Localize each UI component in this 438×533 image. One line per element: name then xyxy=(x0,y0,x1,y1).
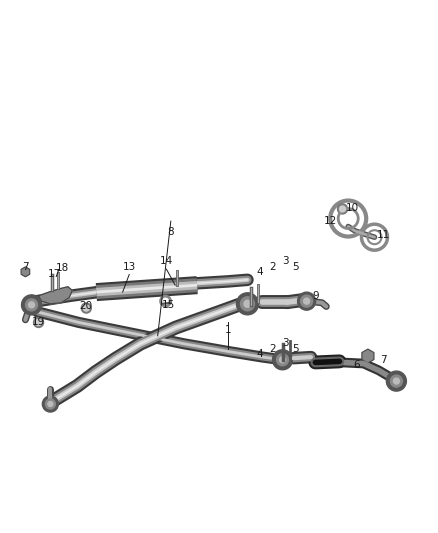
Circle shape xyxy=(48,401,53,407)
Text: 17: 17 xyxy=(48,270,61,279)
Circle shape xyxy=(25,299,38,311)
Text: 5: 5 xyxy=(292,262,299,271)
Circle shape xyxy=(34,318,43,327)
Text: 14: 14 xyxy=(160,256,173,266)
Polygon shape xyxy=(21,267,30,277)
Text: 7: 7 xyxy=(22,262,29,271)
Text: 10: 10 xyxy=(346,203,359,213)
Text: 13: 13 xyxy=(123,262,136,271)
Text: 6: 6 xyxy=(353,360,360,370)
Text: 18: 18 xyxy=(56,263,69,272)
Circle shape xyxy=(339,206,346,212)
Text: 4: 4 xyxy=(257,267,264,277)
Polygon shape xyxy=(362,349,374,363)
Circle shape xyxy=(272,350,293,370)
Circle shape xyxy=(390,375,403,387)
Circle shape xyxy=(279,357,286,363)
Text: 9: 9 xyxy=(312,291,319,301)
Circle shape xyxy=(297,292,316,310)
Circle shape xyxy=(393,378,399,384)
Text: 2: 2 xyxy=(269,344,276,354)
Circle shape xyxy=(240,297,254,311)
Text: 5: 5 xyxy=(292,344,299,354)
Text: 8: 8 xyxy=(167,227,174,237)
Text: 3: 3 xyxy=(282,256,289,266)
Text: 7: 7 xyxy=(380,355,387,365)
Text: 11: 11 xyxy=(377,230,390,239)
Text: 20: 20 xyxy=(80,302,93,311)
Text: 4: 4 xyxy=(257,349,264,359)
Text: 12: 12 xyxy=(324,216,337,226)
Polygon shape xyxy=(39,287,72,304)
Text: 3: 3 xyxy=(282,338,289,348)
Circle shape xyxy=(386,371,406,391)
Circle shape xyxy=(35,319,42,326)
Circle shape xyxy=(42,396,58,412)
Circle shape xyxy=(21,295,42,315)
Text: 2: 2 xyxy=(269,262,276,271)
Circle shape xyxy=(28,302,35,308)
Text: 1: 1 xyxy=(224,326,231,335)
Circle shape xyxy=(338,204,347,214)
Text: 15: 15 xyxy=(162,300,175,310)
Circle shape xyxy=(276,354,289,366)
Circle shape xyxy=(244,300,251,308)
Circle shape xyxy=(81,303,91,313)
Circle shape xyxy=(237,293,258,315)
Circle shape xyxy=(300,295,313,307)
Circle shape xyxy=(304,298,310,304)
Text: 19: 19 xyxy=(32,318,45,327)
Circle shape xyxy=(83,305,89,311)
Circle shape xyxy=(46,399,55,409)
